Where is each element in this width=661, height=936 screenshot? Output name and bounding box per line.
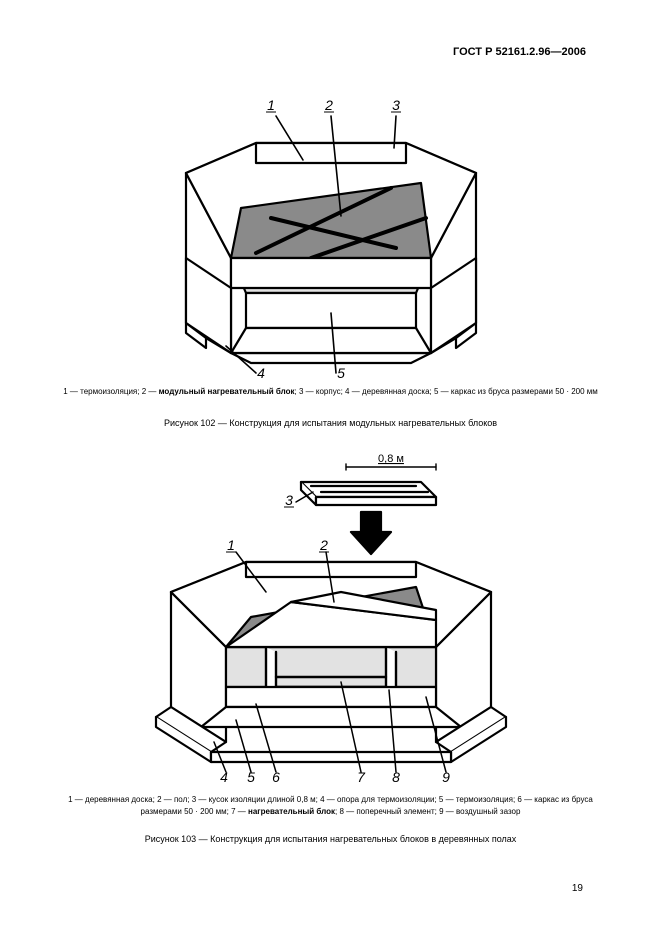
svg-text:9: 9 [442, 769, 450, 782]
svg-text:2: 2 [319, 537, 328, 553]
svg-text:1: 1 [267, 97, 275, 113]
page: ГОСТ Р 52161.2.96—2006 [0, 0, 661, 936]
figure-102: 1 2 3 4 5 [141, 88, 521, 378]
svg-text:2: 2 [324, 97, 333, 113]
svg-text:5: 5 [247, 769, 255, 782]
figure-102-legend: 1 — термоизоляция; 2 — модульный нагрева… [51, 386, 611, 398]
svg-text:1: 1 [227, 537, 235, 553]
svg-text:0,8 м: 0,8 м [378, 453, 404, 465]
svg-text:7: 7 [357, 769, 366, 782]
svg-text:3: 3 [285, 492, 293, 508]
figure-102-svg: 1 2 3 4 5 [141, 88, 521, 378]
svg-text:4: 4 [220, 769, 228, 782]
figure-103: 0,8 м 3 1 2 4 5 6 7 8 9 [116, 442, 546, 782]
svg-text:4: 4 [257, 365, 265, 378]
figure-103-svg: 0,8 м 3 1 2 4 5 6 7 8 9 [116, 442, 546, 782]
svg-text:6: 6 [272, 769, 280, 782]
svg-text:3: 3 [392, 97, 400, 113]
svg-text:5: 5 [337, 365, 345, 378]
figure-103-legend: 1 — деревянная доска; 2 — пол; 3 — кусок… [51, 794, 611, 817]
figure-102-caption: Рисунок 102 — Конструкция для испытания … [51, 418, 611, 428]
svg-text:8: 8 [392, 769, 400, 782]
page-number: 19 [572, 883, 583, 894]
standard-code: ГОСТ Р 52161.2.96—2006 [453, 46, 586, 58]
figure-103-caption: Рисунок 103 — Конструкция для испытания … [51, 834, 611, 844]
